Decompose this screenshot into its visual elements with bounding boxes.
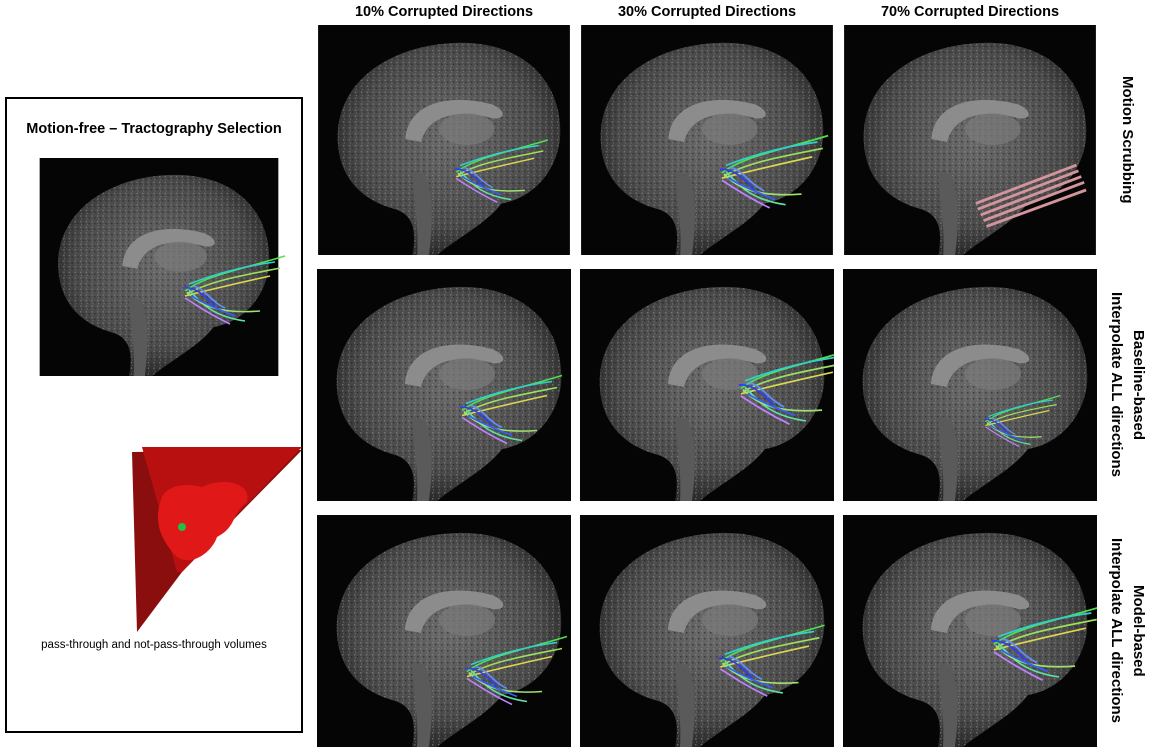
column-header: 30% Corrupted Directions	[617, 4, 797, 20]
result-image	[580, 515, 834, 747]
result-image	[580, 269, 834, 501]
row-header: Motion Scrubbing	[1106, 25, 1148, 255]
result-image	[317, 269, 571, 501]
left-panel-title: Motion-free – Tractography Selection	[26, 121, 282, 137]
row-header: Baseline-based Interpolate ALL directions	[1106, 268, 1148, 502]
result-image	[843, 269, 1097, 501]
row-header-line: Motion Scrubbing	[1119, 76, 1136, 204]
column-header: 70% Corrupted Directions	[880, 4, 1060, 20]
row-header-line: Model-based	[1130, 585, 1147, 677]
result-image	[843, 515, 1097, 747]
row-header-line: Interpolate ALL directions	[1108, 292, 1125, 478]
column-header: 10% Corrupted Directions	[354, 4, 534, 20]
left-panel: Motion-free – Tractography Selection pas…	[5, 97, 303, 733]
result-image	[844, 25, 1096, 255]
left-panel-caption: pass-through and not-pass-through volume…	[41, 639, 267, 651]
volume-render	[132, 447, 302, 632]
result-image	[581, 25, 833, 255]
reference-image	[39, 158, 286, 376]
result-image	[317, 515, 571, 747]
result-image	[318, 25, 570, 255]
row-header-line: Baseline-based	[1130, 329, 1147, 441]
row-header-line: Interpolate ALL directions	[1108, 538, 1125, 724]
row-header: Model-based Interpolate ALL directions	[1106, 514, 1148, 748]
